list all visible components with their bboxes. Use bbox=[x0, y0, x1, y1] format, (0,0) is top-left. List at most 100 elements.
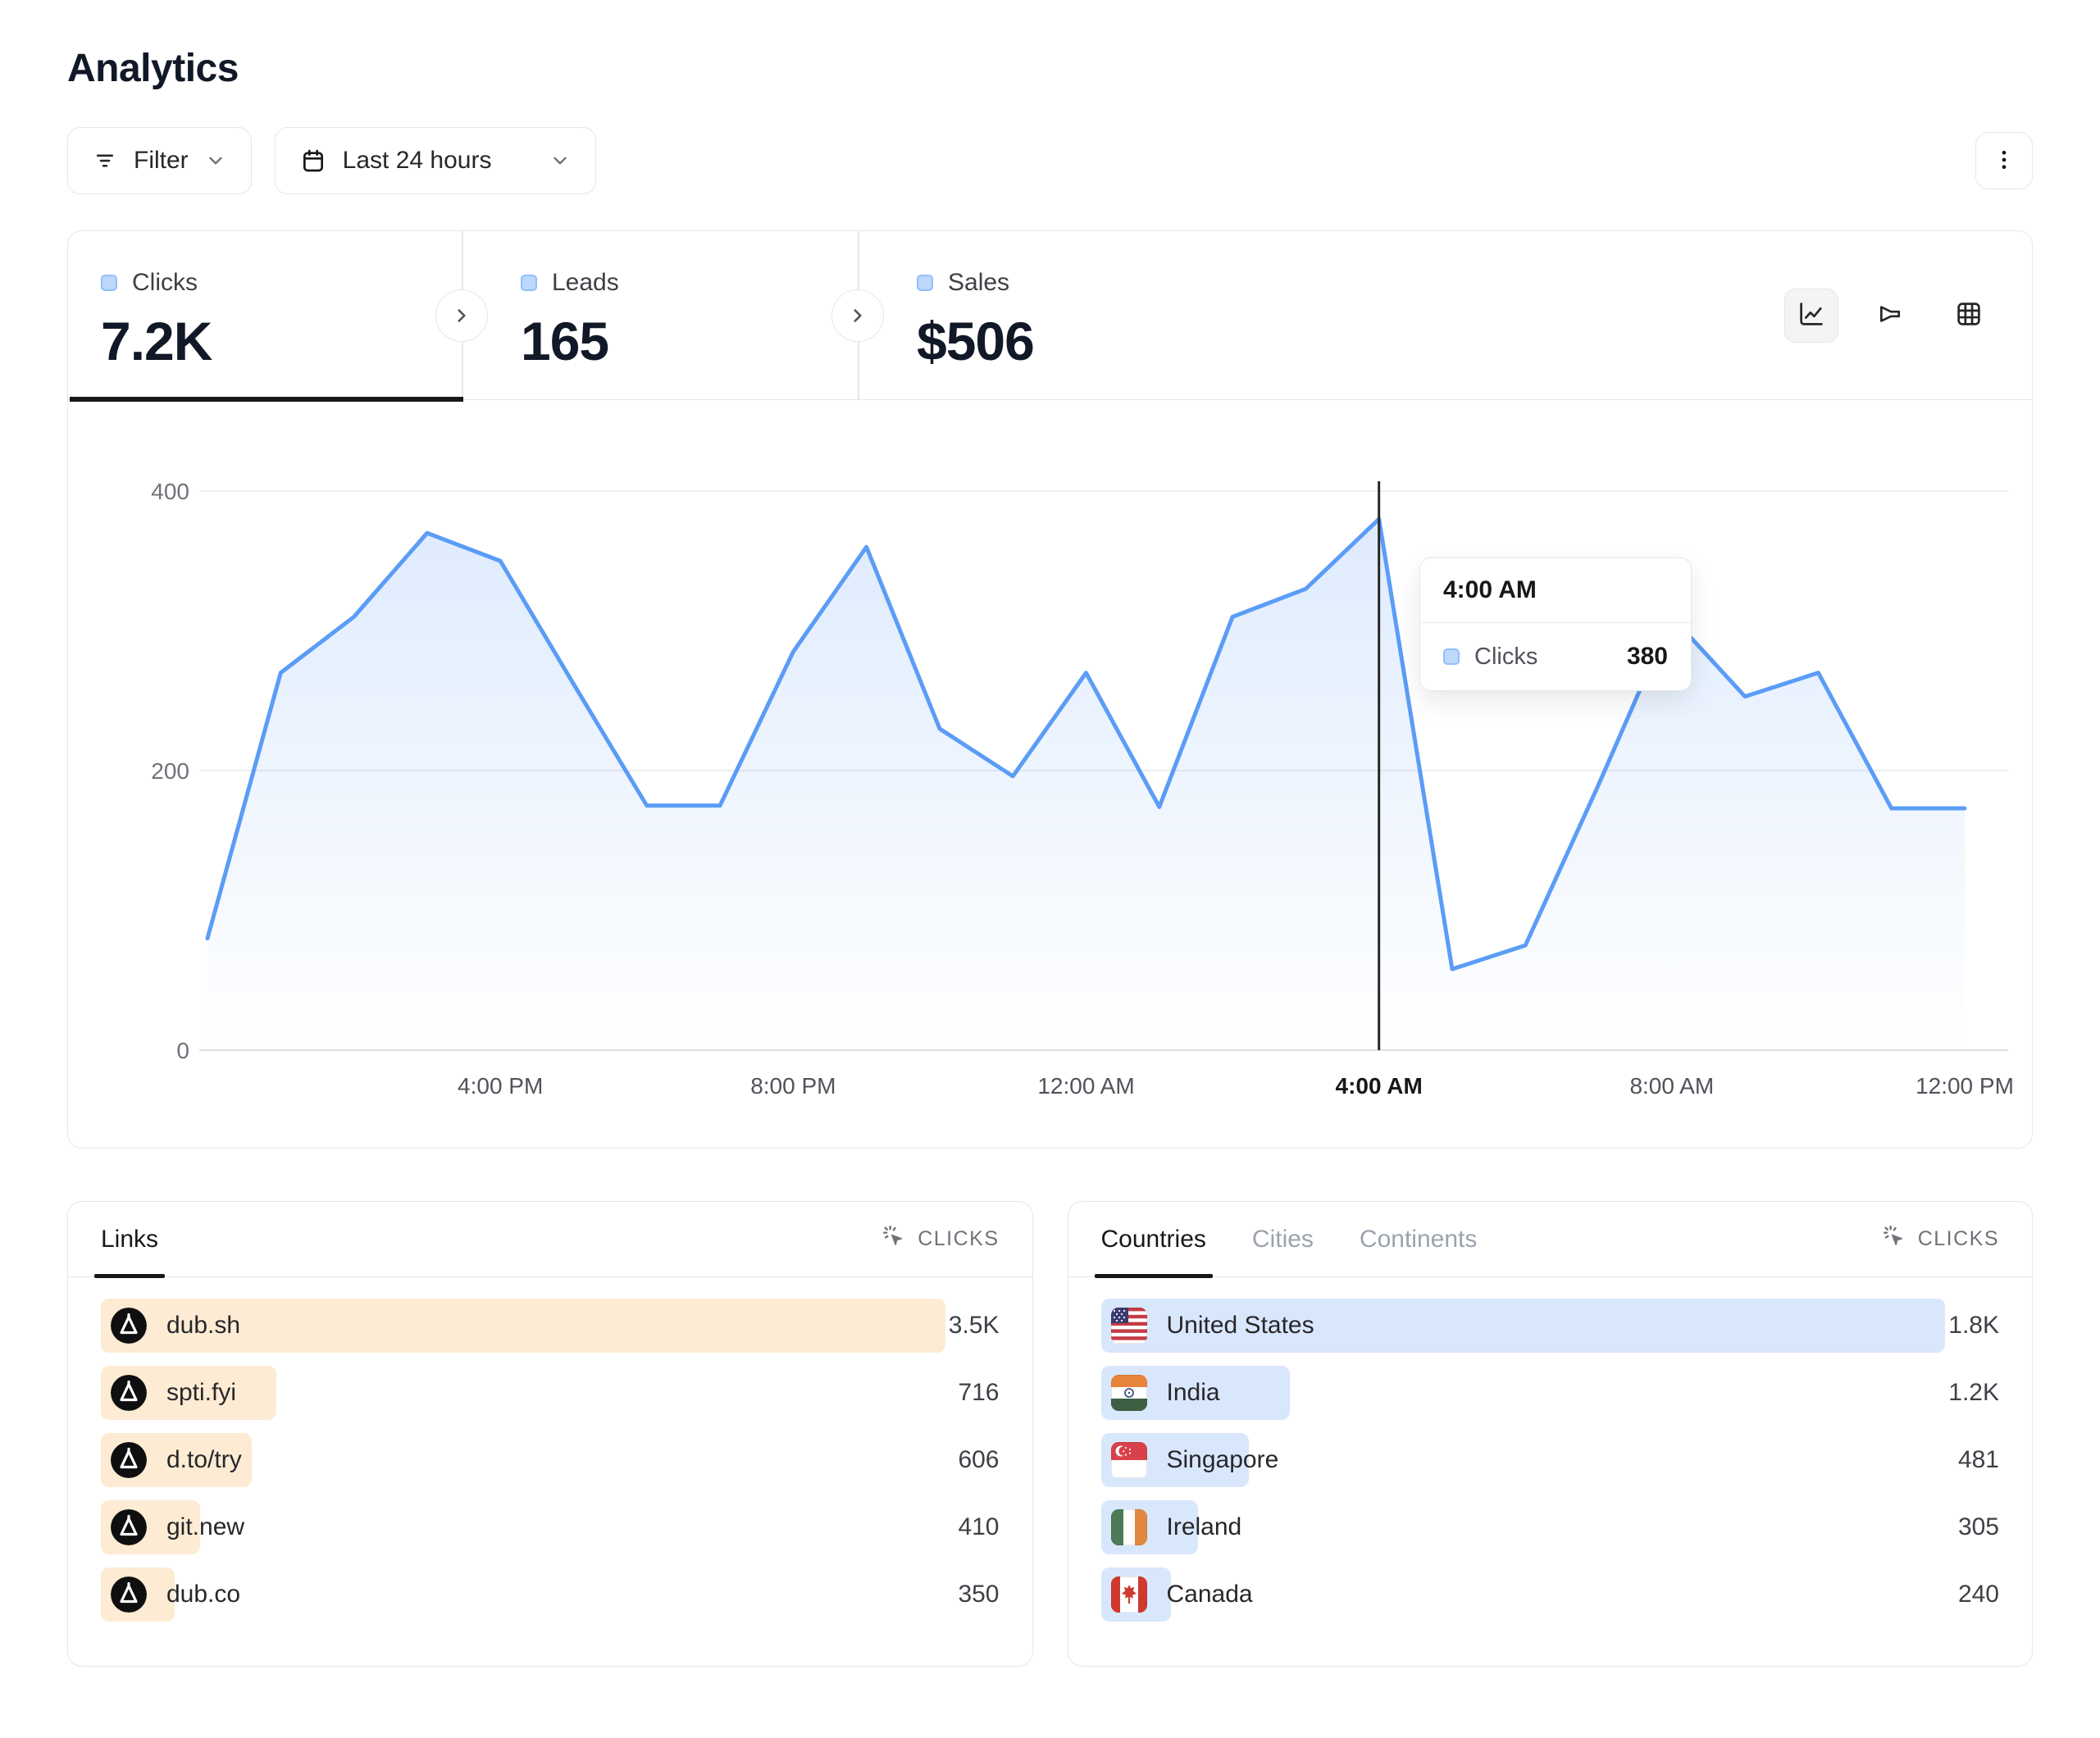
chevron-down-icon bbox=[549, 150, 571, 171]
links-list: dub.sh 3.5K spti.fyi 716 d.to/try 606 gi… bbox=[68, 1277, 1032, 1622]
countries-metric-label: CLICKS bbox=[1917, 1227, 1999, 1250]
row-label: spti.fyi bbox=[166, 1379, 237, 1406]
leads-legend-square-icon bbox=[521, 275, 537, 291]
list-item[interactable]: United States 1.8K bbox=[1100, 1299, 1999, 1353]
stats-strip: Clicks 7.2K Leads 165 Sales $506 bbox=[68, 231, 2032, 402]
funnel-view-button[interactable] bbox=[1863, 289, 1917, 343]
svg-text:4:00 PM: 4:00 PM bbox=[458, 1073, 543, 1099]
links-metric-sort-button[interactable]: CLICKS bbox=[881, 1224, 999, 1254]
svg-text:200: 200 bbox=[151, 758, 189, 784]
row-label: Ireland bbox=[1166, 1513, 1242, 1540]
svg-text:400: 400 bbox=[151, 479, 189, 504]
stat-card-leads[interactable]: Leads 165 bbox=[462, 231, 858, 399]
row-bar bbox=[1100, 1299, 1946, 1353]
svg-text:12:00 AM: 12:00 AM bbox=[1037, 1073, 1134, 1099]
dub-logo-icon bbox=[111, 1576, 147, 1613]
row-value: 481 bbox=[1957, 1446, 1999, 1473]
clicks-legend-square-icon bbox=[101, 275, 117, 291]
filter-icon bbox=[93, 148, 117, 173]
list-item[interactable]: git.new 410 bbox=[101, 1500, 1000, 1554]
tooltip-time: 4:00 AM bbox=[1420, 558, 1691, 623]
row-label: United States bbox=[1166, 1312, 1314, 1339]
tooltip-legend-square-icon bbox=[1443, 648, 1460, 665]
filter-button-label: Filter bbox=[134, 147, 189, 174]
cursor-click-icon bbox=[881, 1224, 906, 1254]
countries-panel: Countries Cities Continents CLICKS Unite… bbox=[1067, 1201, 2033, 1667]
kebab-menu-icon bbox=[1992, 148, 2016, 175]
flag-in-icon bbox=[1110, 1375, 1147, 1411]
svg-text:4:00 AM: 4:00 AM bbox=[1336, 1073, 1423, 1099]
table-grid-icon bbox=[1954, 299, 1984, 331]
list-item[interactable]: Singapore 481 bbox=[1100, 1433, 1999, 1487]
row-label: d.to/try bbox=[166, 1446, 242, 1473]
flag-ca-icon bbox=[1110, 1576, 1147, 1613]
tooltip-series-label: Clicks bbox=[1474, 643, 1538, 670]
svg-text:12:00 PM: 12:00 PM bbox=[1916, 1073, 2014, 1099]
countries-metric-sort-button[interactable]: CLICKS bbox=[1882, 1224, 1999, 1254]
toolbar-filters: Filter Last 24 hours bbox=[67, 127, 596, 194]
table-view-button[interactable] bbox=[1942, 289, 1996, 343]
row-value: 606 bbox=[958, 1446, 1000, 1473]
stat-value: 165 bbox=[521, 311, 609, 371]
list-item[interactable]: spti.fyi 716 bbox=[101, 1366, 1000, 1420]
page-title: Analytics bbox=[67, 47, 239, 90]
calendar-icon bbox=[300, 148, 326, 174]
tab-links[interactable]: Links bbox=[93, 1202, 166, 1278]
row-value: 1.8K bbox=[1948, 1312, 1999, 1339]
tab-cities[interactable]: Cities bbox=[1251, 1225, 1314, 1253]
line-chart-icon bbox=[1797, 299, 1826, 331]
dub-logo-icon bbox=[111, 1375, 147, 1411]
row-value: 3.5K bbox=[948, 1312, 1000, 1339]
dub-logo-icon bbox=[111, 1442, 147, 1478]
list-item[interactable]: Canada 240 bbox=[1100, 1567, 1999, 1622]
countries-panel-header: Countries Cities Continents CLICKS bbox=[1068, 1202, 2032, 1278]
row-value: 1.2K bbox=[1948, 1379, 1999, 1406]
line-chart-view-button[interactable] bbox=[1784, 288, 1838, 343]
more-menu-button[interactable] bbox=[1975, 132, 2033, 189]
flag-ie-icon bbox=[1110, 1509, 1147, 1545]
tab-continents[interactable]: Continents bbox=[1359, 1225, 1478, 1253]
stat-card-clicks[interactable]: Clicks 7.2K bbox=[68, 231, 462, 399]
svg-text:8:00 AM: 8:00 AM bbox=[1629, 1073, 1714, 1099]
expand-leads-button[interactable] bbox=[435, 289, 488, 342]
list-item[interactable]: dub.co 350 bbox=[101, 1567, 1000, 1622]
list-item[interactable]: Ireland 305 bbox=[1100, 1500, 1999, 1554]
flag-us-icon bbox=[1110, 1308, 1147, 1344]
svg-text:8:00 PM: 8:00 PM bbox=[750, 1073, 836, 1099]
analytics-page: Analytics Filter Last 24 hours bbox=[67, 47, 2033, 1667]
flag-sg-icon bbox=[1110, 1442, 1147, 1478]
stat-label: Clicks bbox=[132, 269, 198, 296]
cursor-click-icon bbox=[1882, 1224, 1906, 1254]
clicks-timeseries-chart[interactable]: 0 200 400 4:00 PM 8:00 PM 12:00 AM 4:00 AM 8:00… bbox=[68, 400, 2032, 1148]
funnel-icon bbox=[1875, 299, 1905, 331]
row-label: dub.sh bbox=[166, 1312, 241, 1339]
svg-text:0: 0 bbox=[176, 1038, 189, 1063]
clicks-chart-svg[interactable]: 0 200 400 4:00 PM 8:00 PM 12:00 AM 4:00 AM 8:00… bbox=[93, 446, 2014, 1118]
analytics-chart-card: Clicks 7.2K Leads 165 Sales $506 bbox=[67, 230, 2033, 1149]
stat-value: $506 bbox=[917, 311, 1035, 371]
list-item[interactable]: dub.sh 3.5K bbox=[101, 1299, 1000, 1353]
stat-card-sales[interactable]: Sales $506 bbox=[858, 231, 2032, 399]
list-item[interactable]: India 1.2K bbox=[1100, 1366, 1999, 1420]
tab-countries[interactable]: Countries bbox=[1094, 1202, 1214, 1278]
toolbar: Filter Last 24 hours bbox=[67, 127, 2033, 194]
row-value: 716 bbox=[958, 1379, 1000, 1406]
row-label: git.new bbox=[166, 1513, 245, 1540]
countries-list: United States 1.8K India 1.2K Singapore … bbox=[1068, 1277, 2033, 1622]
row-value: 410 bbox=[958, 1513, 1000, 1540]
row-bar bbox=[101, 1299, 945, 1353]
filter-button[interactable]: Filter bbox=[67, 127, 252, 194]
list-item[interactable]: d.to/try 606 bbox=[101, 1433, 1000, 1487]
date-range-label: Last 24 hours bbox=[342, 147, 492, 174]
row-label: dub.co bbox=[166, 1581, 241, 1608]
stat-label: Sales bbox=[948, 269, 1010, 296]
links-metric-label: CLICKS bbox=[918, 1227, 1000, 1250]
stat-value: 7.2K bbox=[101, 311, 212, 371]
active-tab-indicator bbox=[70, 397, 463, 402]
row-label: India bbox=[1166, 1379, 1220, 1406]
row-value: 240 bbox=[1957, 1581, 1999, 1608]
stat-label: Leads bbox=[552, 269, 619, 296]
breakdown-panels: Links CLICKS dub.sh 3.5K spti.fyi 716 d.… bbox=[67, 1201, 2033, 1667]
expand-sales-button[interactable] bbox=[831, 289, 884, 342]
date-range-button[interactable]: Last 24 hours bbox=[274, 127, 596, 194]
